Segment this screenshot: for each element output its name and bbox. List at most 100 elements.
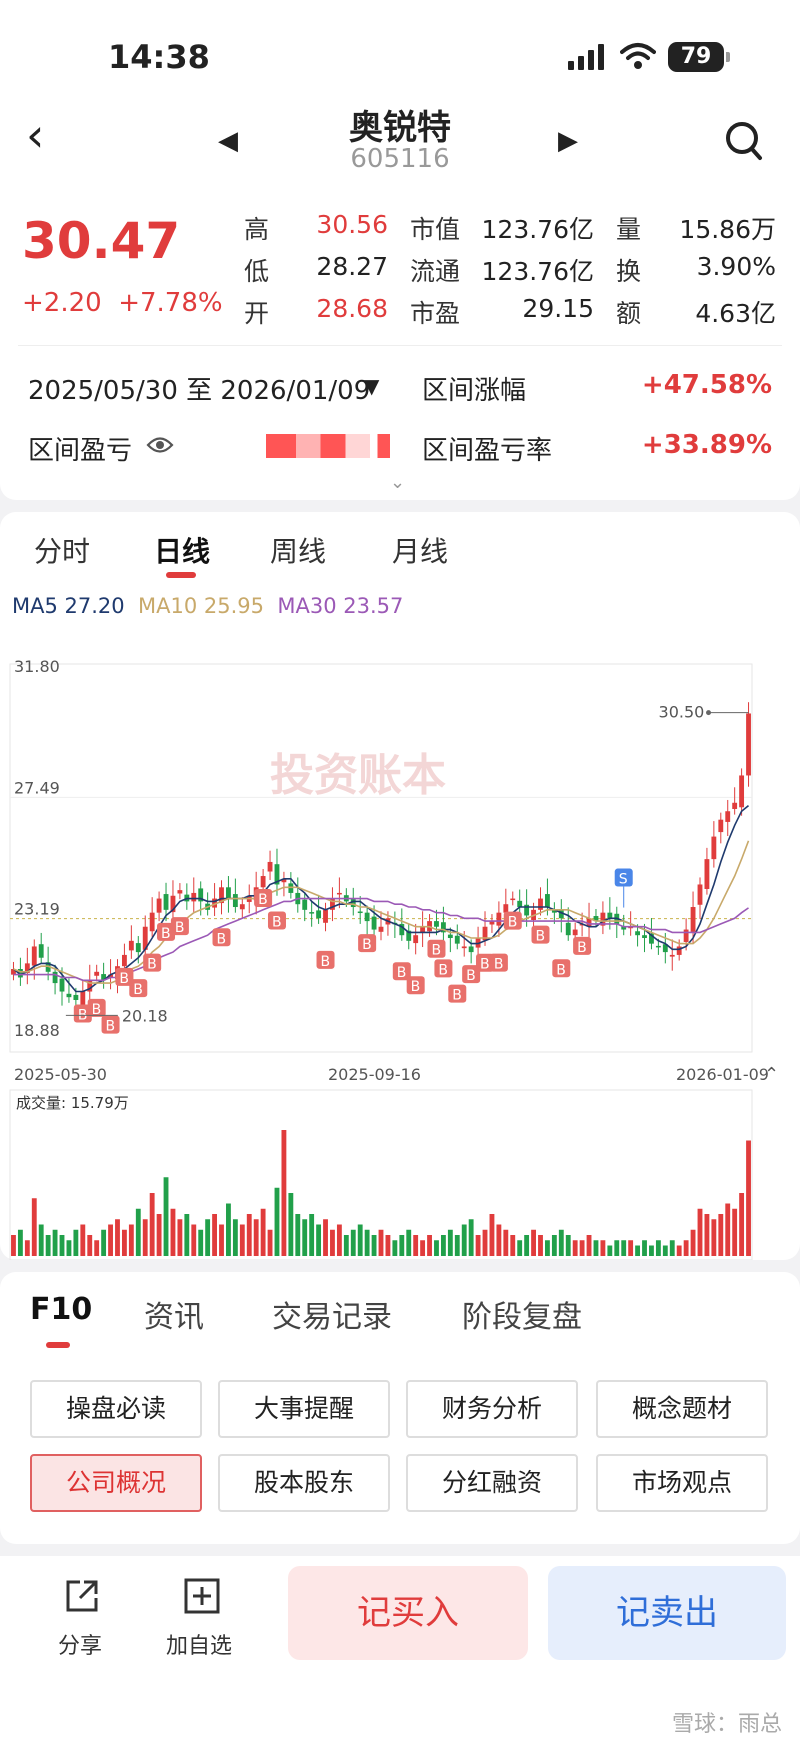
candle-body <box>357 911 363 914</box>
btn-company-profile[interactable]: 公司概况 <box>30 1454 202 1512</box>
volume-bar <box>11 1235 16 1256</box>
expand-chevron-icon[interactable]: ⌄ <box>390 472 406 493</box>
tab-f10[interactable]: F10 <box>30 1292 93 1327</box>
volume-bar <box>482 1229 488 1256</box>
tab-news[interactable]: 资讯 <box>144 1300 204 1335</box>
volume-bar <box>121 1229 127 1256</box>
dropdown-caret-icon[interactable]: ▼ <box>364 374 380 398</box>
buy-marker <box>87 998 106 1017</box>
candle-body <box>711 836 717 860</box>
tab-stage-review[interactable]: 阶段复盘 <box>462 1300 582 1335</box>
btn-major-events[interactable]: 大事提醒 <box>218 1380 390 1438</box>
tab-daily[interactable]: 日线 <box>154 535 211 568</box>
volume-bar <box>177 1219 183 1256</box>
volume-bar <box>392 1240 398 1256</box>
next-stock-icon[interactable]: ▶ <box>558 126 578 156</box>
range-pl-rate-value: +33.89% <box>641 430 772 460</box>
previous-stock-icon[interactable]: ◀ <box>218 126 238 156</box>
add-watchlist-icon[interactable] <box>182 1576 222 1616</box>
tab-intraday[interactable]: 分时 <box>34 535 91 568</box>
date-range-selector[interactable]: 2025/05/30 至 2026/01/09 <box>28 376 371 406</box>
candle-body <box>274 864 280 885</box>
back-icon[interactable]: ‹ <box>26 108 45 162</box>
btn-concept-themes[interactable]: 概念题材 <box>596 1380 768 1438</box>
candle-body <box>31 946 37 966</box>
buy-marker <box>358 934 377 953</box>
candle-body <box>260 876 266 888</box>
x-tick-label: 2025-05-30 <box>14 1065 107 1084</box>
candle-body <box>524 904 530 916</box>
candle-body <box>212 898 217 908</box>
candle-body <box>746 713 751 776</box>
volume-bar <box>461 1224 467 1256</box>
volume-bar <box>253 1219 259 1256</box>
xueqiu-watermark: 雪球：雨总 <box>671 1712 782 1737</box>
buy-marker <box>316 950 335 969</box>
btn-trading-must-read[interactable]: 操盘必读 <box>30 1380 202 1438</box>
candle-body <box>156 898 162 913</box>
btn-share-capital[interactable]: 股本股东 <box>218 1454 390 1512</box>
tab-monthly[interactable]: 月线 <box>392 535 449 568</box>
volume-frame <box>9 1089 753 1260</box>
search-icon[interactable] <box>724 118 764 162</box>
candle-body <box>232 894 238 908</box>
candle-body <box>191 892 197 902</box>
buy-marker-label: B <box>535 929 545 945</box>
candle-body <box>718 819 724 833</box>
volume-bar <box>579 1240 585 1256</box>
volume-bar <box>45 1235 51 1256</box>
add-watchlist-label[interactable]: 加自选 <box>166 1634 233 1659</box>
active-tab-indicator <box>166 572 196 578</box>
volume-bar <box>330 1229 335 1256</box>
market-cap-label: 市值 <box>410 215 461 244</box>
buy-marker <box>406 976 425 995</box>
buy-marker-label: B <box>147 957 157 973</box>
high-label: 高 <box>244 215 270 244</box>
turnover-label: 换 <box>616 257 642 286</box>
buy-marker <box>531 925 550 944</box>
buy-marker-label: B <box>466 968 476 984</box>
candle-body <box>704 859 710 889</box>
top-navigation: ‹ ◀ 奥锐特 605116 ▶ <box>0 100 800 180</box>
buy-marker-label: B <box>321 954 331 970</box>
open-value: 28.68 <box>316 294 388 323</box>
sell-marker-label: S <box>619 872 628 888</box>
volume-bar <box>503 1229 509 1256</box>
buy-marker-label: B <box>217 931 227 947</box>
candle-body <box>350 899 356 908</box>
candle-body <box>600 912 606 926</box>
buy-marker <box>129 979 148 998</box>
volume-bar <box>635 1245 641 1256</box>
candle-body <box>170 895 176 913</box>
candle-body <box>399 923 405 936</box>
volume-bar <box>115 1219 120 1256</box>
buy-marker-label: B <box>175 920 185 936</box>
eye-icon[interactable] <box>146 434 174 456</box>
tab-weekly[interactable]: 周线 <box>270 535 327 568</box>
volume-bar <box>649 1245 654 1256</box>
buy-marker <box>267 911 286 930</box>
candle-body <box>309 912 315 914</box>
stock-name: 奥锐特 <box>349 108 451 148</box>
candle-body <box>434 921 439 927</box>
cellular-signal-icon <box>568 44 604 70</box>
volume-bar <box>212 1214 217 1256</box>
btn-financial-analysis[interactable]: 财务分析 <box>406 1380 578 1438</box>
btn-dividends-financing[interactable]: 分红融资 <box>406 1454 578 1512</box>
candle-body <box>510 898 516 901</box>
candle-body <box>149 912 155 932</box>
volume-bar <box>420 1240 426 1256</box>
y-tick-label: 18.88 <box>14 1021 60 1040</box>
record-buy-button[interactable]: 记买入 <box>288 1566 528 1660</box>
volume-bar <box>406 1229 412 1256</box>
btn-market-views[interactable]: 市场观点 <box>596 1454 768 1512</box>
share-label[interactable]: 分享 <box>58 1634 103 1659</box>
volume-bar <box>524 1235 530 1256</box>
record-sell-button[interactable]: 记卖出 <box>548 1566 786 1660</box>
volume-bar <box>316 1224 322 1256</box>
buy-marker <box>73 1004 92 1023</box>
tab-trade-records[interactable]: 交易记录 <box>272 1300 392 1335</box>
share-icon[interactable] <box>62 1576 102 1616</box>
candle-body <box>94 971 100 976</box>
